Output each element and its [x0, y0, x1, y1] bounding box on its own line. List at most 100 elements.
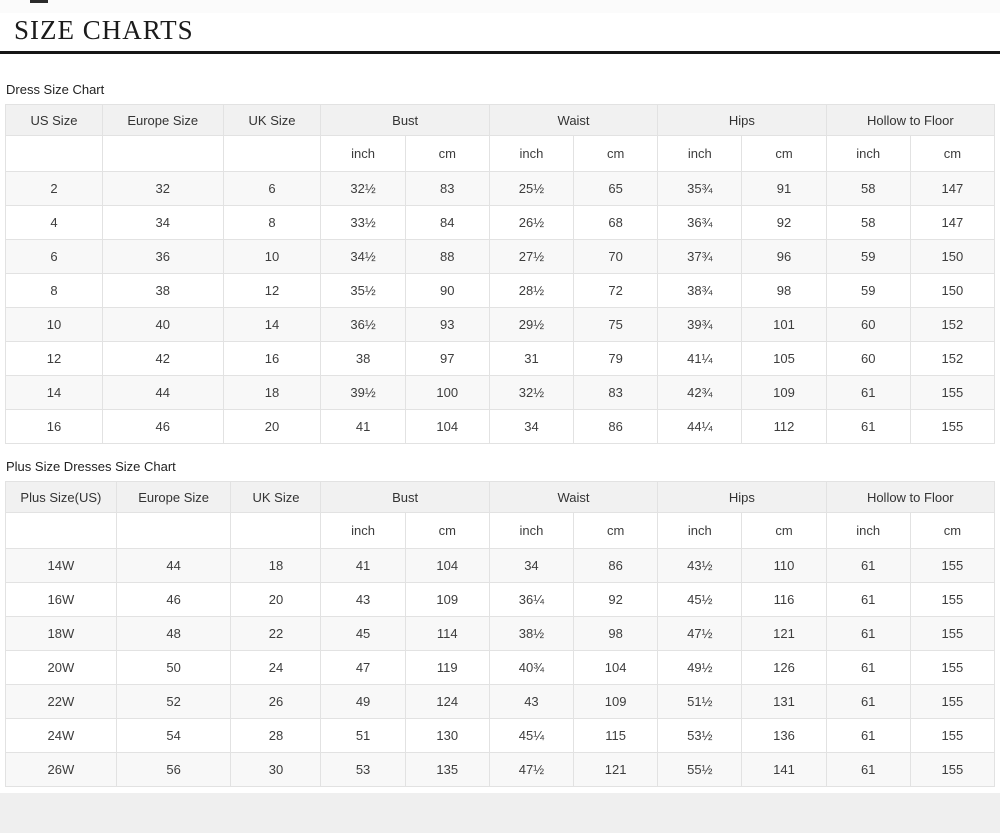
- table-cell: 60: [825, 341, 911, 377]
- empty-header-cell: [5, 135, 103, 173]
- table-cell: 8: [222, 205, 322, 241]
- empty-header-cell: [230, 512, 322, 550]
- table-cell: 114: [404, 616, 490, 652]
- table-cell: 44: [115, 548, 232, 584]
- table-cell: 16W: [5, 582, 117, 618]
- table-cell: 37¾: [657, 239, 743, 275]
- table-cell: 104: [404, 409, 490, 445]
- table-cell: 39¾: [657, 307, 743, 343]
- table-cell: 88: [404, 239, 490, 275]
- table-cell: 55½: [657, 752, 743, 788]
- table-cell: 36¼: [488, 582, 575, 618]
- table-cell: 83: [573, 375, 659, 411]
- unit-header: cm: [573, 135, 659, 173]
- table-cell: 65: [573, 171, 659, 207]
- table-cell: 131: [741, 684, 827, 720]
- table-cell: 39½: [320, 375, 406, 411]
- table-cell: 36½: [320, 307, 406, 343]
- table-cell: 91: [741, 171, 827, 207]
- table-cell: 92: [741, 205, 827, 241]
- table-cell: 18W: [5, 616, 117, 652]
- top-strip: [0, 0, 1000, 13]
- table-cell: 32½: [320, 171, 406, 207]
- table-cell: 40: [101, 307, 224, 343]
- column-header: Europe Size: [115, 481, 232, 514]
- table-cell: 58: [825, 171, 911, 207]
- unit-header: inch: [488, 135, 575, 173]
- section-label-plus-size-chart: Plus Size Dresses Size Chart: [6, 459, 176, 475]
- table-cell: 34: [488, 409, 575, 445]
- table-cell: 20W: [5, 650, 117, 686]
- unit-header: cm: [573, 512, 659, 550]
- table-cell: 28: [230, 718, 322, 754]
- table-cell: 12: [5, 341, 103, 377]
- empty-header-cell: [115, 512, 232, 550]
- table-cell: 60: [825, 307, 911, 343]
- table-cell: 59: [825, 273, 911, 309]
- table-cell: 155: [909, 650, 996, 686]
- table-cell: 6: [222, 171, 322, 207]
- table-cell: 98: [573, 616, 659, 652]
- table-cell: 92: [573, 582, 659, 618]
- table-cell: 41: [320, 409, 406, 445]
- table-cell: 61: [825, 684, 911, 720]
- table-cell: 6: [5, 239, 103, 275]
- column-header: Europe Size: [101, 104, 224, 137]
- table-cell: 28½: [488, 273, 575, 309]
- table-cell: 147: [909, 171, 996, 207]
- unit-header: inch: [657, 512, 743, 550]
- table-row: 26W 56 30 53 135 47½ 121 55½ 141 61 155: [5, 752, 996, 788]
- table-cell: 52: [115, 684, 232, 720]
- bottom-band: [0, 793, 1000, 833]
- table-cell: 90: [404, 273, 490, 309]
- table-row: 16W 46 20 43 109 36¼ 92 45½ 116 61 155: [5, 582, 996, 618]
- table-cell: 16: [222, 341, 322, 377]
- table-cell: 32: [101, 171, 224, 207]
- table-cell: 22: [230, 616, 322, 652]
- table-cell: 35½: [320, 273, 406, 309]
- table-cell: 10: [5, 307, 103, 343]
- unit-header: inch: [488, 512, 575, 550]
- table-cell: 22W: [5, 684, 117, 720]
- table-cell: 56: [115, 752, 232, 788]
- empty-header-cell: [5, 512, 117, 550]
- table-cell: 58: [825, 205, 911, 241]
- table-cell: 50: [115, 650, 232, 686]
- table-cell: 155: [909, 616, 996, 652]
- table-cell: 46: [101, 409, 224, 445]
- table-cell: 150: [909, 273, 996, 309]
- table-cell: 41¼: [657, 341, 743, 377]
- table-cell: 100: [404, 375, 490, 411]
- table-cell: 84: [404, 205, 490, 241]
- table-row: 12 42 16 38 97 31 79 41¼ 105 60 152: [5, 341, 996, 377]
- table-row: 24W 54 28 51 130 45¼ 115 53½ 136 61 155: [5, 718, 996, 754]
- table-cell: 14W: [5, 548, 117, 584]
- table-cell: 61: [825, 548, 911, 584]
- unit-header: inch: [320, 512, 406, 550]
- unit-header: inch: [320, 135, 406, 173]
- section-label-dress-size-chart: Dress Size Chart: [6, 82, 105, 98]
- table-cell: 155: [909, 582, 996, 618]
- table-cell: 14: [5, 375, 103, 411]
- table-cell: 61: [825, 650, 911, 686]
- table-cell: 32½: [488, 375, 575, 411]
- table-cell: 155: [909, 548, 996, 584]
- table-cell: 30: [230, 752, 322, 788]
- table-cell: 105: [741, 341, 827, 377]
- dress-size-chart-table: US Size Europe Size UK Size Bust Waist Hips Ho…: [5, 104, 996, 445]
- table-cell: 29½: [488, 307, 575, 343]
- group-header: Hips: [657, 481, 827, 514]
- table-cell: 104: [404, 548, 490, 584]
- table-cell: 48: [115, 616, 232, 652]
- table-row: 14 44 18 39½ 100 32½ 83 42¾ 109 61 155: [5, 375, 996, 411]
- table-row: 16 46 20 41 104 34 86 44¼ 112 61 155: [5, 409, 996, 445]
- table-cell: 25½: [488, 171, 575, 207]
- empty-header-cell: [222, 135, 322, 173]
- top-dash-mark: [30, 0, 48, 3]
- table-cell: 2: [5, 171, 103, 207]
- table-cell: 33½: [320, 205, 406, 241]
- table-cell: 20: [222, 409, 322, 445]
- table-cell: 51: [320, 718, 406, 754]
- table-cell: 34½: [320, 239, 406, 275]
- table-cell: 59: [825, 239, 911, 275]
